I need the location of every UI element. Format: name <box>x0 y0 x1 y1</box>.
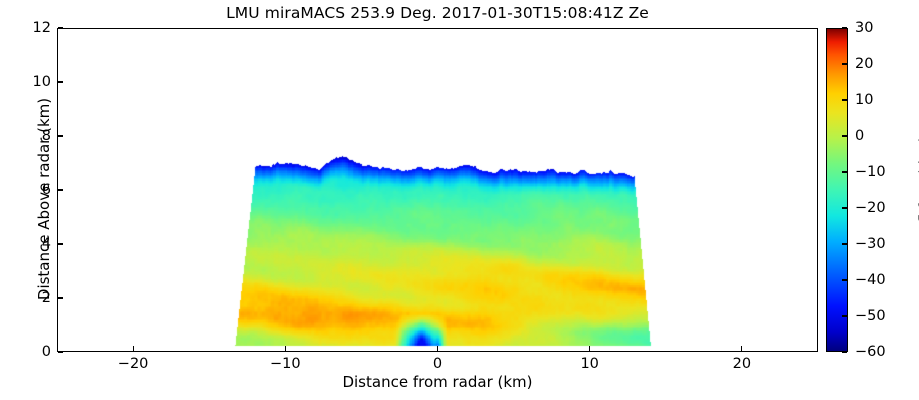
colorbar-tick <box>842 63 847 65</box>
x-tick <box>436 346 439 351</box>
colorbar-tick <box>842 315 847 317</box>
y-axis-title: Distance Above radar (km) <box>35 97 53 301</box>
colorbar-tick <box>842 171 847 173</box>
y-tick <box>58 135 63 137</box>
colorbar-tick <box>842 27 847 29</box>
colorbar-tick <box>842 243 847 245</box>
y-tick-label: 8 <box>41 128 51 144</box>
colorbar-tick <box>842 279 847 281</box>
y-tick-label: 10 <box>32 74 51 90</box>
colorbar-tick-label: −50 <box>855 308 886 324</box>
colorbar <box>826 28 848 352</box>
y-tick <box>58 243 63 245</box>
y-tick <box>58 81 63 83</box>
colorbar-tick-label: −10 <box>855 164 886 180</box>
colorbar-tick <box>842 351 847 353</box>
colorbar-tick <box>842 135 847 137</box>
colorbar-tick-label: 0 <box>855 128 865 144</box>
colorbar-tick-label: −60 <box>855 344 886 360</box>
colorbar-ticks: 30 20 10 0 −10 −20 −30 −40 −50 −60 <box>842 20 886 360</box>
y-tick-label: 12 <box>32 20 51 36</box>
y-tick-label: 2 <box>41 290 51 306</box>
x-tick-label: −10 <box>269 356 301 372</box>
y-tick-label: 4 <box>41 236 51 252</box>
y-tick <box>58 27 63 29</box>
x-tick-label: 0 <box>432 356 443 372</box>
colorbar-tick-label: −20 <box>855 200 886 216</box>
y-tick-label: 6 <box>41 182 51 198</box>
colorbar-tick-label: 10 <box>855 92 874 108</box>
x-tick <box>132 346 134 351</box>
colorbar-tick-label: −40 <box>855 272 886 288</box>
y-tick-label: 0 <box>41 344 51 360</box>
x-tick <box>589 346 591 351</box>
x-tick-label: 20 <box>732 356 752 372</box>
colorbar-tick-label: 30 <box>855 20 874 36</box>
colorbar-tick-label: 20 <box>855 56 874 72</box>
chart-title: LMU miraMACS 253.9 Deg. 2017-01-30T15:08… <box>226 4 649 22</box>
colorbar-tick <box>842 99 847 101</box>
x-tick <box>284 346 286 351</box>
colorbar-tick-label: −30 <box>855 236 886 252</box>
plot-area <box>57 28 818 352</box>
y-tick <box>58 297 63 299</box>
reflectivity-raster <box>58 29 817 351</box>
x-axis-title: Distance from radar (km) <box>342 373 533 391</box>
x-tick-label: 10 <box>580 356 599 372</box>
y-tick <box>58 351 63 353</box>
colorbar-tick <box>842 207 847 209</box>
x-tick <box>741 346 743 351</box>
y-tick <box>58 189 63 191</box>
x-tick-label: −20 <box>117 356 149 372</box>
radar-reflectivity-field <box>58 29 817 351</box>
